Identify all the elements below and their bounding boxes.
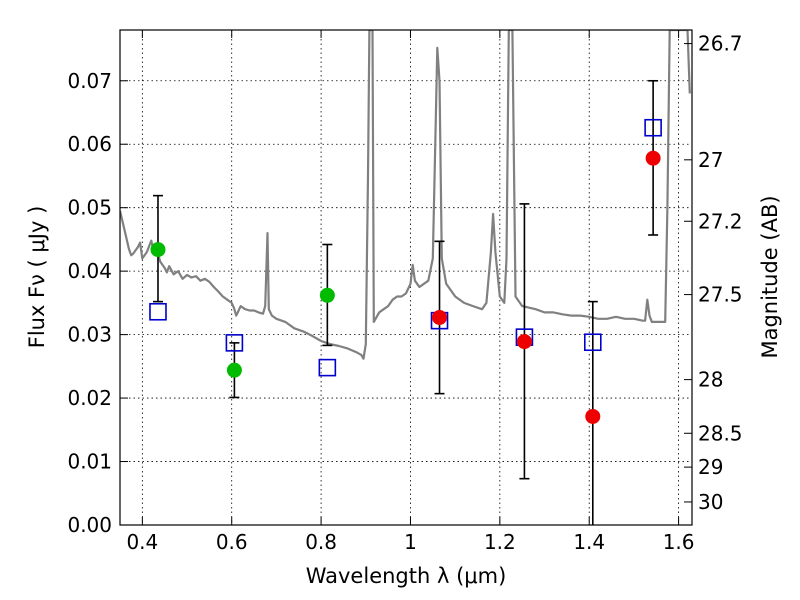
plot-frame bbox=[119, 29, 693, 526]
magnitude-tick-label: 26.7 bbox=[698, 32, 743, 56]
y-tick-label: 0.03 bbox=[67, 323, 112, 347]
model-point bbox=[318, 358, 337, 377]
y-tick-label: 0.07 bbox=[67, 69, 112, 93]
x-tick-label: 0.6 bbox=[216, 530, 248, 554]
magnitude-tick-label: 27.5 bbox=[698, 283, 743, 307]
y-tick-label: 0.05 bbox=[67, 196, 112, 220]
model-point bbox=[149, 302, 167, 321]
magnitude-tick-label: 28 bbox=[698, 368, 723, 392]
y-tick-label: 0.06 bbox=[67, 132, 112, 156]
x-tick-label: 1.2 bbox=[484, 530, 516, 554]
y-tick-label: 0.04 bbox=[67, 259, 112, 283]
y-tick-label: 0.00 bbox=[67, 513, 112, 537]
observed-point bbox=[226, 362, 242, 378]
plot-background bbox=[120, 30, 692, 525]
model-point bbox=[644, 118, 662, 137]
magnitude-axis-label: Magnitude (AB) bbox=[758, 195, 782, 358]
x-axis: 0.4 0.6 0.8 1 1.2 1.4 1.6 bbox=[126, 30, 695, 554]
observed-point bbox=[645, 150, 661, 166]
observed-point bbox=[585, 408, 601, 424]
x-tick-label: 0.8 bbox=[305, 530, 337, 554]
x-tick-label: 1 bbox=[404, 530, 417, 554]
x-tick-label: 1.6 bbox=[663, 530, 695, 554]
observed-point bbox=[150, 242, 166, 258]
observed-layer bbox=[150, 150, 661, 424]
magnitude-tick-label: 28.5 bbox=[698, 421, 743, 445]
x-axis-label: Wavelength λ (μm) bbox=[306, 564, 507, 588]
y-tick-label: 0.02 bbox=[67, 386, 112, 410]
y-tick-label: 0.01 bbox=[67, 450, 112, 474]
x-tick-label: 1.4 bbox=[573, 530, 605, 554]
grid bbox=[120, 30, 692, 526]
y-axis: 0.00 0.01 0.02 0.03 0.04 0.05 0.06 0.07 bbox=[67, 69, 128, 537]
magnitude-tick-label: 29 bbox=[698, 455, 723, 479]
model-point bbox=[225, 334, 244, 352]
observed-point bbox=[516, 334, 532, 350]
magnitude-tick-label: 30 bbox=[698, 490, 723, 514]
spectrum-layer bbox=[120, 30, 691, 360]
magnitude-axis: 26.7 27 27.2 27.5 28 28.5 29 30 bbox=[684, 32, 743, 514]
observed-point bbox=[319, 287, 335, 303]
x-tick-label: 0.4 bbox=[126, 530, 158, 554]
spectrum-line bbox=[120, 30, 691, 360]
observed-point bbox=[432, 309, 448, 325]
model-point bbox=[583, 333, 602, 352]
y-axis-label: Flux Fν ( μJy ) bbox=[25, 206, 49, 349]
magnitude-tick-label: 27 bbox=[698, 148, 723, 172]
magnitude-tick-label: 27.2 bbox=[698, 209, 743, 233]
